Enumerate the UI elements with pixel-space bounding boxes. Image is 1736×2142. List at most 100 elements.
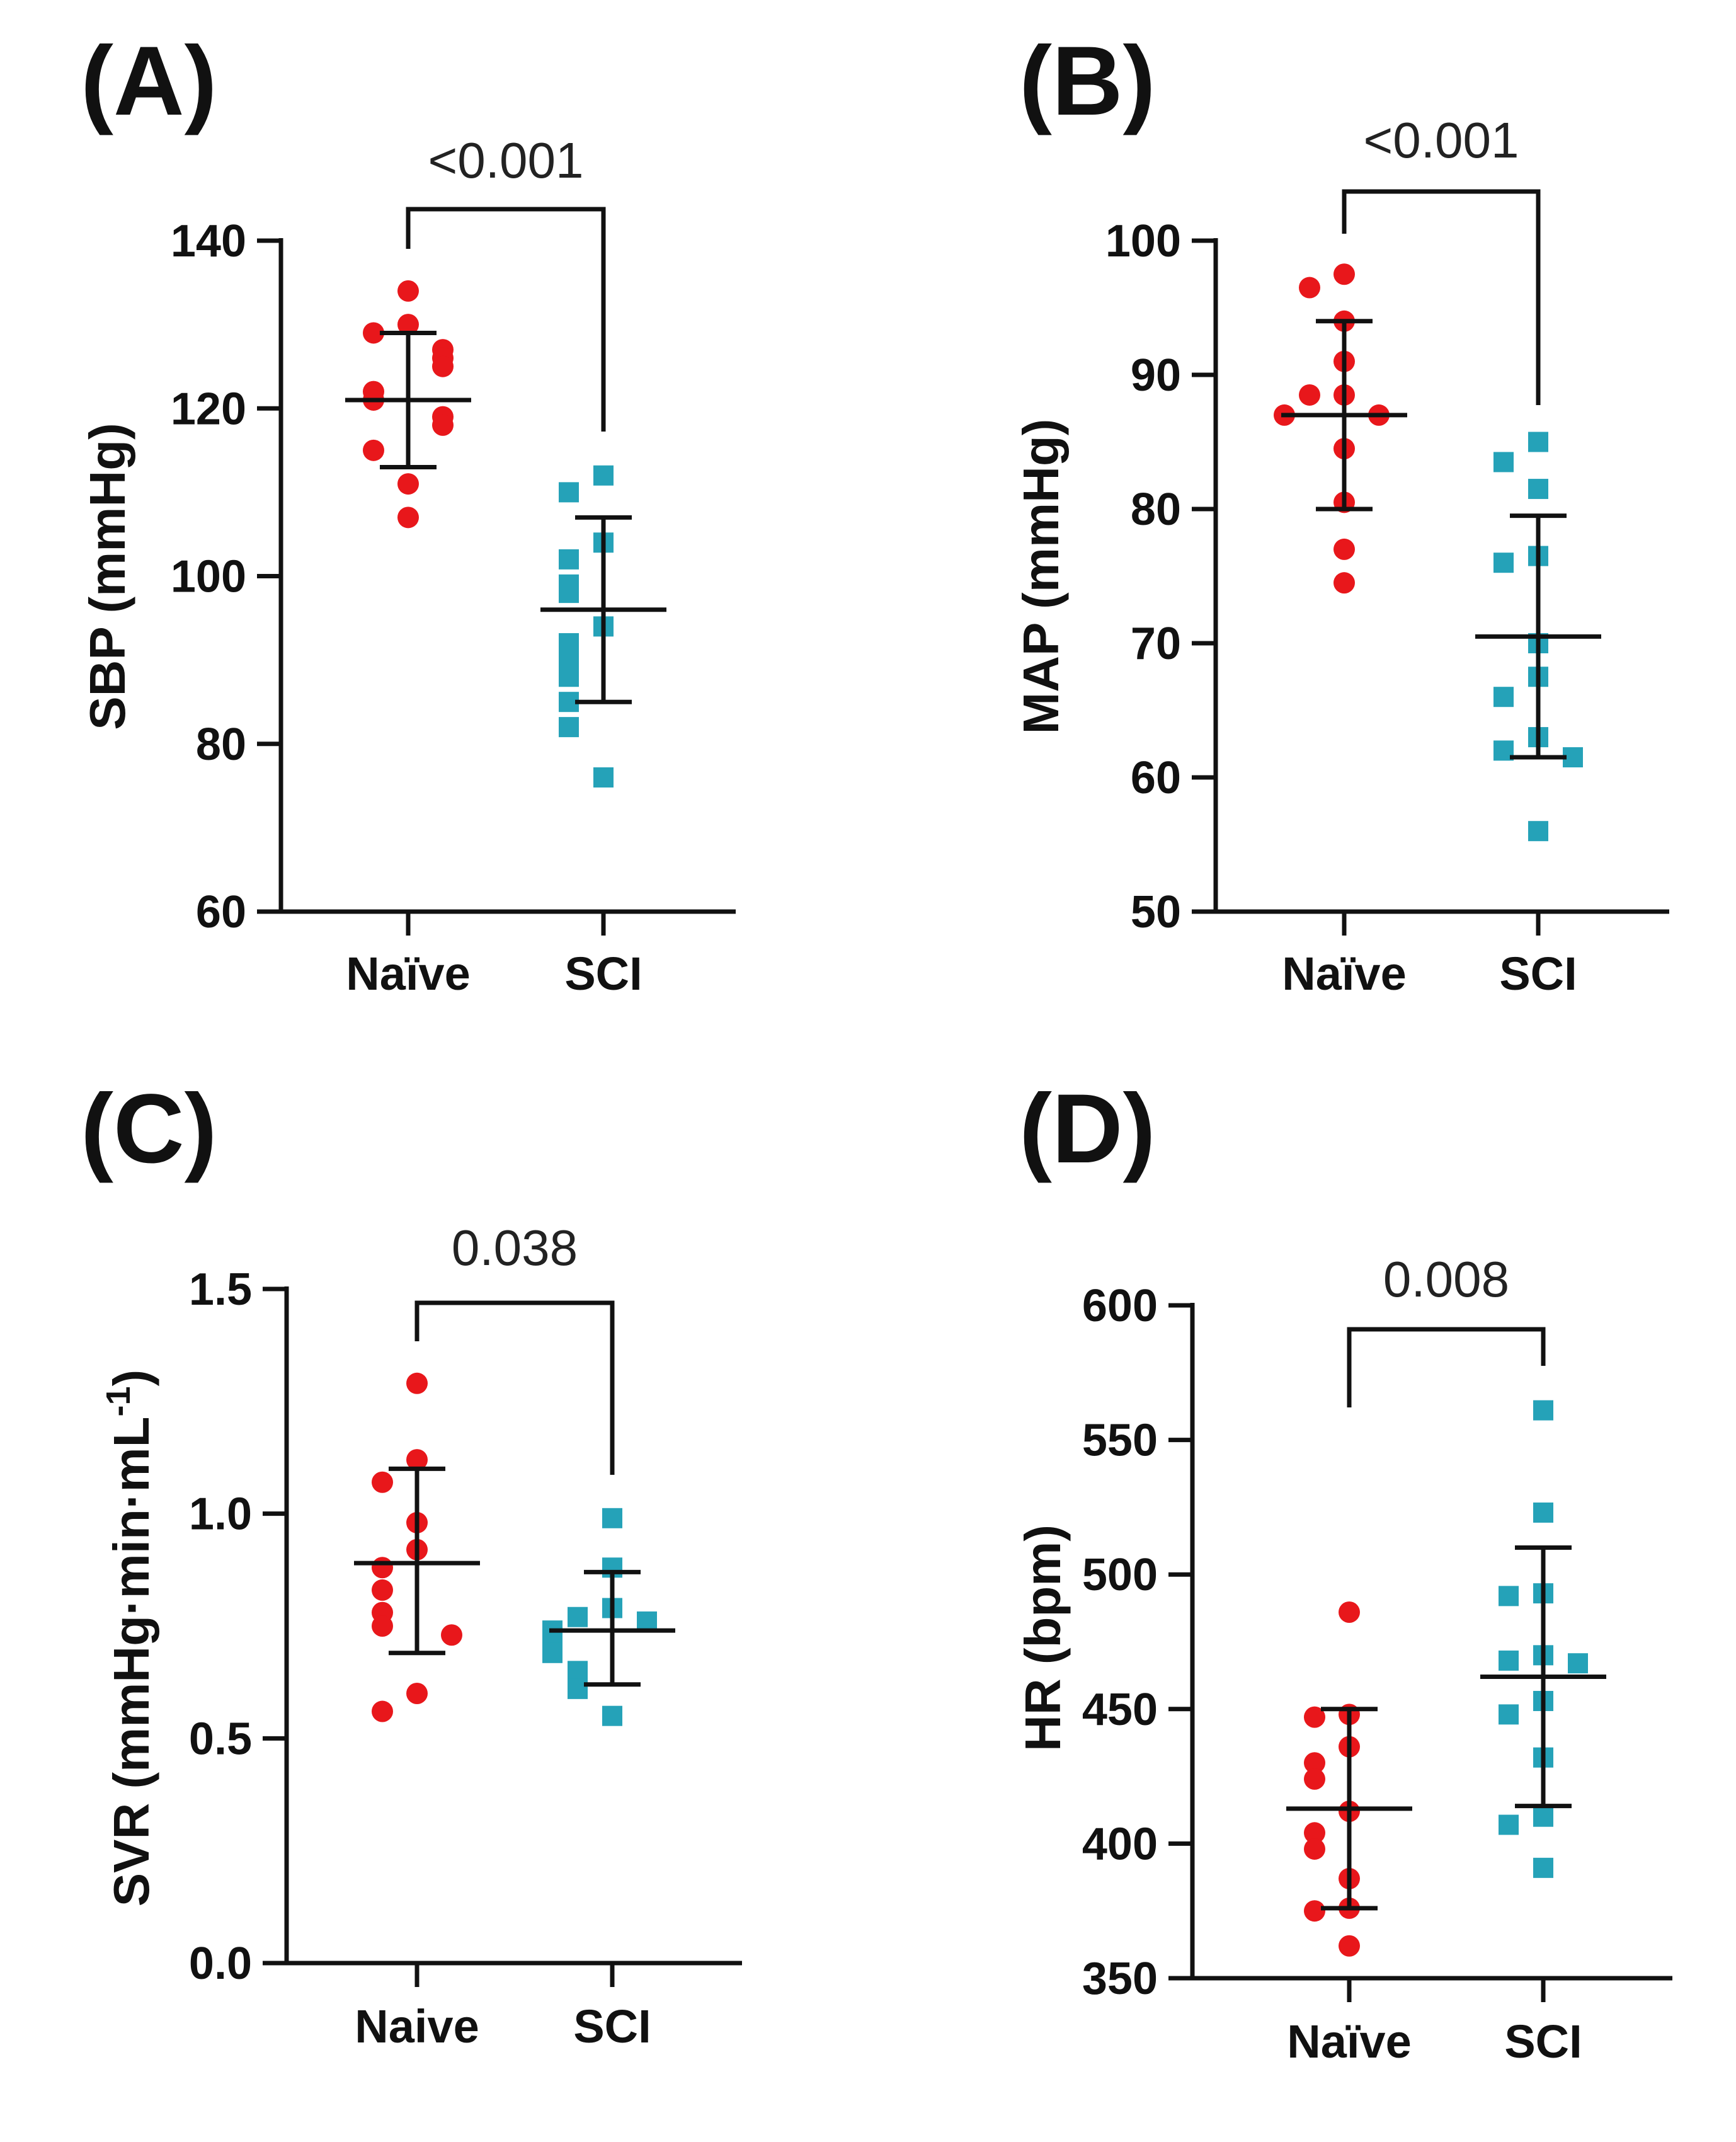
y-tick-label: 60 — [196, 887, 246, 937]
data-point — [372, 1615, 393, 1637]
p-value-label: <0.001 — [428, 132, 584, 188]
y-axis-title: SBP (mmHg) — [79, 423, 135, 730]
panel-a: (A) 60 80 100 120 140 Naïve SCI SBP (mmHg) <0.001 — [79, 26, 736, 1000]
data-point — [1528, 432, 1548, 452]
y-axis-title: HR (bpm) — [1015, 1525, 1071, 1751]
data-point — [1533, 1806, 1553, 1827]
data-point — [372, 1579, 393, 1601]
data-point — [637, 1611, 657, 1632]
data-point — [559, 583, 579, 604]
data-point — [542, 1642, 562, 1663]
data-point — [372, 1471, 393, 1493]
panel-letter: (B) — [1019, 26, 1156, 136]
data-point — [1533, 1857, 1553, 1878]
data-point — [1528, 821, 1548, 842]
data-point — [397, 473, 419, 495]
x-category-label: Naive — [355, 2000, 479, 2053]
y-axis-title: SVR (mmHg·min·mL-1) — [100, 1370, 159, 1906]
y-axis-title: MAP (mmHg) — [1013, 419, 1069, 735]
p-value-label: 0.008 — [1383, 1251, 1509, 1307]
y-tick-label: 450 — [1082, 1685, 1158, 1735]
y-tick-label: 600 — [1082, 1281, 1158, 1331]
panel-d: (D) 350 400 450 500 550 600 Naïve SCI HR (bpm) 0.0… — [1015, 1074, 1672, 2068]
series-0 — [354, 1372, 480, 1722]
series-1 — [542, 1508, 675, 1726]
y-tick-label: 100 — [1105, 216, 1181, 266]
data-point — [397, 314, 419, 336]
data-point — [602, 1508, 622, 1528]
y-tick-label: 550 — [1082, 1416, 1158, 1466]
data-point — [1304, 1900, 1325, 1922]
panel-c: (C) 0.0 0.5 1.0 1.5 Naive SCI SVR (mmHg·min·mL-… — [81, 1074, 742, 2053]
x-category-label: Naïve — [1282, 948, 1406, 1000]
data-point — [1499, 1814, 1519, 1835]
data-point — [1499, 1586, 1519, 1606]
y-tick-label: 100 — [171, 552, 246, 602]
data-point — [1493, 553, 1514, 573]
data-point — [1493, 687, 1514, 707]
data-point — [1533, 1502, 1553, 1523]
series-1 — [1480, 1400, 1606, 1878]
significance-bracket — [414, 1300, 615, 1475]
series-0 — [1286, 1601, 1412, 1957]
panel-b: (B) 50 60 70 80 90 100 Naïve SCI MAP (mmHg) <0.001 — [1013, 26, 1669, 1000]
significance-bracket — [1342, 189, 1541, 405]
x-category-label: SCI — [564, 948, 642, 1000]
data-point — [602, 1705, 622, 1726]
data-point — [441, 1624, 462, 1646]
data-point — [406, 1372, 428, 1394]
data-point — [363, 322, 384, 344]
y-tick-label: 60 — [1131, 753, 1181, 803]
data-point — [372, 1700, 393, 1722]
y-tick-label: 50 — [1131, 887, 1181, 937]
y-tick-label: 400 — [1082, 1819, 1158, 1869]
data-point — [1339, 1935, 1360, 1957]
data-point — [1299, 384, 1320, 406]
data-point — [568, 1661, 588, 1681]
series-1 — [1475, 432, 1601, 842]
data-point — [593, 767, 614, 788]
data-point — [1568, 1653, 1588, 1674]
data-point — [1304, 1822, 1325, 1844]
data-point — [1533, 1400, 1553, 1421]
x-category-label: SCI — [1504, 2015, 1582, 2068]
data-point — [1499, 1704, 1519, 1725]
x-category-label: SCI — [1499, 948, 1577, 1000]
data-point — [1339, 1601, 1360, 1624]
y-tick-label: 1.0 — [189, 1489, 252, 1540]
y-tick-label: 350 — [1082, 1954, 1158, 2004]
y-axis-title-close: ) — [103, 1370, 159, 1387]
series-1 — [540, 465, 666, 788]
data-point — [363, 439, 384, 461]
data-point — [1304, 1706, 1325, 1728]
data-point — [1499, 1650, 1519, 1671]
y-tick-label: 1.5 — [189, 1264, 252, 1315]
data-point — [559, 717, 579, 738]
series-0 — [1274, 263, 1407, 594]
data-point — [559, 667, 579, 687]
data-point — [1333, 538, 1355, 560]
data-point — [406, 1449, 428, 1471]
y-tick-label: 120 — [171, 384, 246, 434]
y-tick-label: 500 — [1082, 1550, 1158, 1600]
data-point — [559, 482, 579, 503]
data-point — [1299, 277, 1320, 299]
panel-letter: (A) — [81, 26, 217, 136]
data-point — [397, 507, 419, 529]
y-tick-label: 80 — [196, 719, 246, 770]
y-axis-title-superscript: -1 — [100, 1386, 137, 1416]
data-point — [432, 414, 454, 436]
data-point — [1493, 452, 1514, 472]
significance-bracket — [406, 207, 606, 432]
y-tick-label: 0.5 — [189, 1714, 252, 1764]
data-point — [568, 1678, 588, 1699]
data-point — [1333, 572, 1355, 594]
data-point — [1528, 479, 1548, 500]
data-point — [406, 1683, 428, 1704]
data-point — [1304, 1752, 1325, 1774]
x-category-label: Naïve — [1287, 2015, 1411, 2068]
data-point — [397, 280, 419, 302]
x-category-label: SCI — [573, 2000, 651, 2053]
series-0 — [345, 280, 471, 529]
